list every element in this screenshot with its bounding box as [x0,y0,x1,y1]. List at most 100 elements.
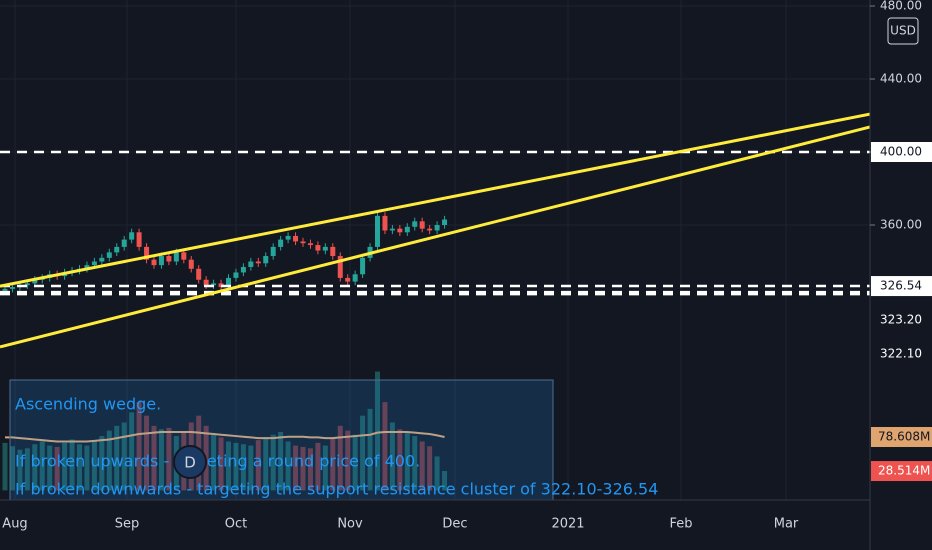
volume-bar [382,402,388,491]
volume-bar [77,444,82,491]
candle-body [233,272,239,278]
volume-bar [315,442,321,491]
volume-bar [129,412,135,491]
candle-body [91,261,97,266]
candle-body [9,287,15,289]
volume-bar [442,471,448,491]
ma-label: 78.608M [878,430,930,444]
axes: Aug Sep Oct Nov Dec 2021 Feb Mar 480.00 440.00 400… [2,0,932,532]
annotation-text: If broken downwards - targeting the supp… [15,480,658,499]
volume-bar [397,429,403,491]
candle-body [389,228,395,231]
candle-body [211,283,217,286]
candle-body [419,221,425,229]
candle-body [2,288,8,291]
candle-body [255,261,261,264]
volume-bar [412,436,418,491]
candle-body [270,246,276,257]
volume-bar [300,446,306,491]
volume-bar [270,434,276,491]
candle-body [240,266,246,273]
volume-bar [166,427,172,491]
candle-body [173,252,179,262]
volume-bar [69,439,75,491]
candle-body [226,277,231,288]
volume-bar [24,448,30,491]
trend-line [0,112,870,288]
candle-body [144,246,150,260]
candle-body [114,246,120,253]
volume-bar [151,425,157,491]
y-tick-label: 480.00 [880,0,922,13]
volume-bar [136,402,142,491]
candle-body [322,246,328,251]
annotation-badge-label: D [184,454,196,472]
volume-bar [360,415,366,491]
candle-body [278,239,284,247]
volume-bar [375,371,380,491]
volume-bar [62,442,68,491]
volume-bar [99,436,105,491]
x-tick-label: Dec [442,517,467,532]
volume-bar [427,446,433,491]
candle-body [248,261,254,267]
volume-bar [32,444,38,491]
candle-body [300,241,306,244]
candle-body [345,277,351,282]
volume-label-box [871,461,932,482]
y-tick-label: 360.00 [880,218,922,232]
candle-body [203,279,209,286]
volume-bar [263,437,269,491]
currency-label: USD [890,24,916,38]
volume-bar [322,445,328,491]
volume-bar [352,434,358,491]
candle-body [32,279,38,284]
volume-bar [121,422,127,491]
volume-bar [293,445,299,491]
candle-body [307,243,313,246]
volume-bar [39,441,45,491]
volume-bar [434,456,440,491]
volume-bar [285,441,291,491]
volume-bar [211,434,217,491]
level-label: 323.20 [880,313,922,327]
volume-bar [17,449,23,491]
volume-bar [218,437,224,491]
volume-bar [2,442,8,491]
volume-bar [158,429,164,491]
candle-body [285,235,291,240]
annotation-text: Ascending wedge. [15,395,161,414]
volume-bar [226,441,231,491]
volume-bar [240,444,246,491]
volume-bar [106,430,112,491]
candle-body [315,245,321,251]
volume-bar [144,415,150,491]
candle-body [397,228,403,233]
volume-bar [345,430,351,491]
ma-label-box [871,427,932,448]
x-tick-label: Feb [669,517,692,532]
level-label-box [871,142,932,163]
volume-bar [419,441,425,491]
candle-body [188,259,194,269]
candle-body [434,225,440,231]
candle-body [84,265,90,269]
trend-line [0,125,870,349]
candle-body [196,268,202,280]
candle-body [158,256,164,266]
price-axis-panel [870,0,932,550]
candle-body [375,215,380,247]
x-tick-label: Aug [2,517,27,532]
volume-bar [278,431,284,491]
currency-box [887,17,919,45]
volume-bar [114,425,120,491]
level-label-box [871,310,932,330]
candle-body [404,226,410,233]
volume-bar [47,445,53,491]
y-tick-label: 440.00 [880,72,922,86]
x-tick-label: Mar [774,517,799,532]
candle-body [360,257,366,275]
